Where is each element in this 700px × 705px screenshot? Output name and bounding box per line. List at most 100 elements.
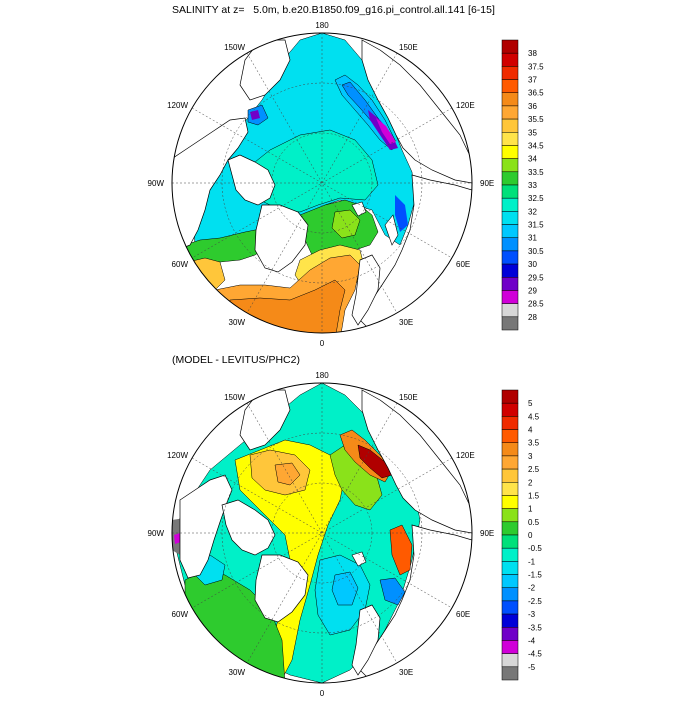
lon-label-30e: 30E <box>399 318 413 327</box>
lon-label-top: 180 <box>315 21 329 30</box>
difference-colorbar-swatch <box>501 455 519 470</box>
salinity-colorbar-swatch <box>501 92 519 107</box>
salinity-colorbar-swatch <box>501 158 519 173</box>
salinity-colorbar-swatch <box>501 184 519 199</box>
lon-label-30w: 30W <box>229 318 246 327</box>
difference-colorbar-label: 5 <box>528 399 533 408</box>
salinity-colorbar-label: 36.5 <box>528 89 544 98</box>
diff-lon-label-left: 90W <box>148 529 165 538</box>
difference-colorbar-label: -4 <box>528 636 536 645</box>
salinity-colorbar-label: 30.5 <box>528 247 544 256</box>
diff-land-alaska <box>239 389 291 451</box>
salinity-colorbar-swatch <box>501 263 519 278</box>
land-canadian-archipelago <box>227 154 276 206</box>
land-eurasia-east <box>361 39 472 184</box>
difference-colorbar-swatch <box>501 666 519 681</box>
salinity-map: 180 0 90W 90E 150W 120W 150E 120E 60W 30… <box>148 21 545 348</box>
difference-colorbar-label: 1 <box>528 505 533 514</box>
salinity-colorbar-label: 32.5 <box>528 194 544 203</box>
difference-graticule <box>172 383 472 683</box>
field-beaufort-purple <box>250 110 260 120</box>
difference-colorbar-label: -1 <box>528 557 536 566</box>
difference-colorbar-swatch <box>501 600 519 615</box>
salinity-land <box>172 39 472 333</box>
difference-map: 180 0 90W 90E 150W 120W 150E 120E 60W 30… <box>148 371 543 698</box>
difference-colorbar-label: 1.5 <box>528 491 540 500</box>
salinity-colorbar-label: 31.5 <box>528 221 544 230</box>
diff-land-greenland <box>254 554 309 623</box>
difference-colorbar-label: -3.5 <box>528 623 542 632</box>
difference-colorbar-swatch <box>501 429 519 443</box>
salinity-graticule <box>172 33 472 333</box>
field-river-mouth-magenta <box>376 118 396 144</box>
salinity-colorbar-swatch <box>501 303 519 318</box>
salinity-colorbar-swatch <box>501 211 519 225</box>
difference-colorbar-swatch <box>501 574 519 588</box>
salinity-colorbar-swatch <box>501 118 519 133</box>
diff-field-magenta-patch <box>174 533 181 544</box>
salinity-colorbar-swatch <box>501 39 519 54</box>
diff-lon-label-top: 180 <box>315 371 329 380</box>
difference-colorbar-swatch <box>501 521 519 536</box>
salinity-colorbar-label: 28.5 <box>528 300 544 309</box>
salinity-colorbar-label: 37 <box>528 76 537 85</box>
top-panel-title: SALINITY at z= 5.0m, b.e20.B1850.f09_g16… <box>172 4 495 16</box>
salinity-colorbar-label: 36 <box>528 102 537 111</box>
salinity-colorbar-label: 38 <box>528 49 537 58</box>
difference-colorbar-label: -1.5 <box>528 571 542 580</box>
difference-colorbar-label: 3.5 <box>528 439 540 448</box>
lon-label-right: 90E <box>480 179 494 188</box>
salinity-colorbar-swatch <box>501 79 519 93</box>
lon-label-bottom: 0 <box>320 339 325 348</box>
difference-colorbar: 5 4.5 4 3.5 3 2.5 2 1.5 1 0.5 0 -0.5 -1 -1.5 -2 -2.5 -3 -… <box>501 389 542 681</box>
land-alaska <box>239 39 291 101</box>
salinity-colorbar-swatch <box>501 224 519 238</box>
salinity-colorbar-label: 32 <box>528 207 537 216</box>
lon-label-left: 90W <box>148 179 165 188</box>
lon-label-120e: 120E <box>456 101 475 110</box>
diff-field-beaufort-lightorange <box>274 462 301 486</box>
diff-land-canadian-archipelago <box>221 499 276 556</box>
salinity-colorbar-label: 33.5 <box>528 168 544 177</box>
difference-colorbar-label: -5 <box>528 663 536 672</box>
lon-label-120w: 120W <box>167 101 188 110</box>
diff-lon-label-150w: 150W <box>224 393 245 402</box>
field-kara-fresh <box>395 195 408 232</box>
difference-colorbar-swatch <box>501 482 519 496</box>
difference-map-border <box>171 382 473 684</box>
difference-colorbar-swatch <box>501 495 519 509</box>
land-scandinavia <box>351 254 381 326</box>
difference-colorbar-swatch <box>501 402 519 417</box>
difference-colorbar-label: 3 <box>528 452 533 461</box>
diff-lon-label-120e: 120E <box>456 451 475 460</box>
diff-field-barents-blue <box>379 577 406 606</box>
salinity-colorbar-label: 28 <box>528 313 537 322</box>
difference-colorbar-swatch <box>501 561 519 575</box>
salinity-colorbar-swatch <box>501 145 519 159</box>
diff-field-laptev-red <box>357 444 393 479</box>
diff-lon-label-60w: 60W <box>172 610 189 619</box>
diff-field-kara-orange <box>389 524 413 576</box>
diff-lon-label-60e: 60E <box>456 610 470 619</box>
salinity-colorbar-swatch <box>501 316 519 331</box>
salinity-colorbar-swatch <box>501 277 519 291</box>
diff-lon-label-30e: 30E <box>399 668 413 677</box>
salinity-colorbar-label: 29 <box>528 286 537 295</box>
salinity-colorbar-label: 30 <box>528 260 537 269</box>
difference-lon-labels: 180 0 90W 90E 150W 120W 150E 120E 60W 30… <box>148 371 495 698</box>
salinity-colorbar-swatch <box>501 132 519 146</box>
diff-land-svalbard <box>351 551 367 567</box>
difference-colorbar-swatch <box>501 416 519 430</box>
salinity-colorbar-swatch <box>501 52 519 67</box>
salinity-colorbar-swatch <box>501 105 519 120</box>
lon-label-150e: 150E <box>399 43 418 52</box>
salinity-colorbar: 38 37.5 37 36.5 36 35.5 35 34.5 34 33.5 33 32.5 32 31… <box>501 39 544 331</box>
difference-colorbar-swatch <box>501 653 519 668</box>
difference-colorbar-swatch <box>501 547 519 562</box>
salinity-colorbar-swatch <box>501 250 519 265</box>
difference-colorbar-label: 2.5 <box>528 465 540 474</box>
salinity-colorbar-label: 35.5 <box>528 115 544 124</box>
lon-label-60e: 60E <box>456 260 470 269</box>
